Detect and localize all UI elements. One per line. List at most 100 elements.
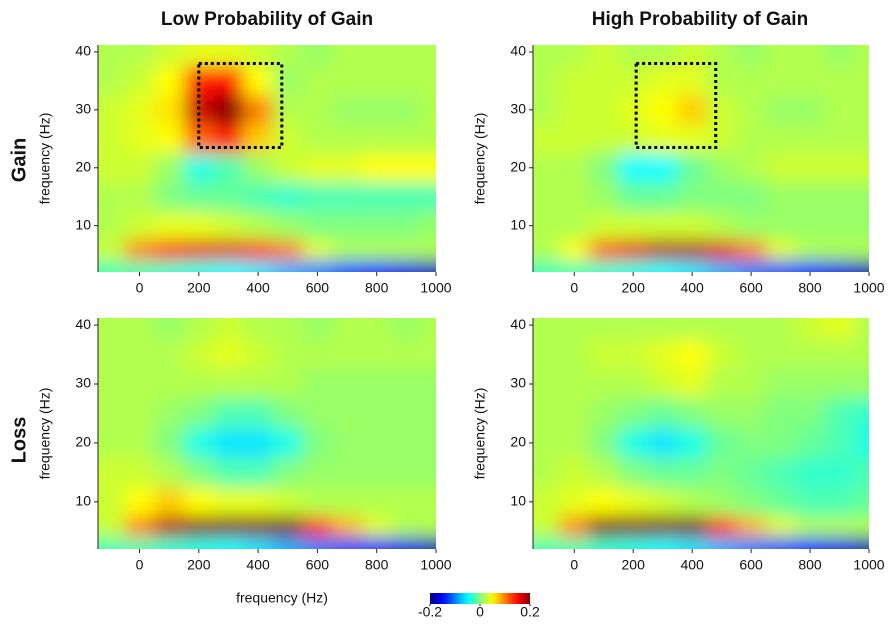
colorbar-tick-label: 0.2: [520, 604, 540, 620]
heatmap-cell: [361, 95, 393, 125]
heatmap-cell: [361, 369, 393, 400]
heatmap-cell: [559, 45, 590, 67]
heatmap-cell: [618, 182, 649, 212]
heatmap-cell: [213, 45, 244, 67]
heatmap-cell: [854, 95, 869, 125]
heatmap-cell: [677, 260, 708, 272]
heatmap-cell: [854, 66, 869, 96]
heatmap-cell: [98, 398, 126, 429]
heatmap-cell: [706, 260, 737, 272]
x-tick-label: 0: [570, 280, 578, 296]
heatmap-cell: [154, 153, 185, 183]
heatmap-cell: [154, 240, 185, 261]
heatmap-cell: [154, 516, 185, 538]
y-tick-label: 30: [510, 101, 526, 117]
heatmap-cell: [647, 66, 678, 96]
heatmap-cell: [421, 240, 436, 261]
heatmap-cell: [213, 428, 244, 459]
heatmap-cell: [154, 428, 185, 459]
heatmap-cell: [618, 339, 649, 370]
heatmap-cell: [361, 537, 393, 549]
y-tick-label: 10: [510, 216, 526, 232]
heatmap-cell: [533, 318, 561, 341]
heatmap-cell: [824, 66, 855, 96]
heatmap-cell: [213, 153, 244, 183]
heatmap-cell: [677, 369, 708, 400]
heatmap-cell: [272, 318, 304, 341]
heatmap-cell: [589, 516, 619, 538]
y-tick-label: 20: [75, 434, 91, 450]
heatmap-cell: [332, 339, 363, 370]
heatmap-cell: [154, 369, 185, 400]
heatmap-cell: [589, 428, 619, 459]
heatmap-cell: [272, 369, 304, 400]
heatmap-cell: [183, 45, 215, 67]
heatmap-cell: [706, 124, 737, 154]
heatmap-cell: [243, 369, 274, 400]
heatmap-cell: [332, 516, 363, 538]
y-tick-label: 40: [75, 43, 91, 59]
heatmap-cell: [154, 182, 185, 212]
heatmap-cell: [854, 45, 869, 67]
heatmap-cell: [533, 182, 561, 212]
heatmap-cell: [154, 211, 185, 241]
heatmap-cell: [124, 339, 155, 370]
heatmap-cell: [302, 516, 333, 538]
heatmap-cell: [677, 537, 708, 549]
heatmap-cell: [647, 339, 678, 370]
heatmap-cell: [824, 260, 855, 272]
heatmap-cell: [618, 369, 649, 400]
heatmap-cell: [795, 66, 826, 96]
heatmap-cell: [98, 457, 126, 488]
heatmap-cell: [272, 182, 304, 212]
heatmap-cell: [302, 398, 333, 429]
y-tick-label: 40: [75, 316, 91, 332]
heatmap-cell: [302, 428, 333, 459]
heatmap-cell: [824, 339, 855, 370]
heatmap-cell: [243, 428, 274, 459]
heatmap-cell: [154, 398, 185, 429]
heatmap-cell: [332, 369, 363, 400]
heatmap-cell: [98, 124, 126, 154]
heatmap-cell: [647, 487, 678, 518]
heatmap-cell: [618, 457, 649, 488]
heatmap-cell: [795, 398, 826, 429]
heatmap-cell: [98, 66, 126, 96]
heatmap-cell: [854, 182, 869, 212]
heatmap-cell: [559, 369, 590, 400]
heatmap-cell: [154, 66, 185, 96]
heatmap-cell: [361, 182, 393, 212]
heatmap-cell: [736, 260, 767, 272]
heatmap-cell: [589, 211, 619, 241]
heatmap-cell: [98, 537, 126, 549]
heatmap-cell: [765, 516, 796, 538]
heatmap-cell: [589, 339, 619, 370]
heatmap-cell: [361, 457, 393, 488]
heatmap-cell: [124, 457, 155, 488]
heatmap-cell: [824, 537, 855, 549]
row-label: Loss: [8, 417, 30, 464]
heatmap-cell: [533, 124, 561, 154]
heatmap-cell: [765, 339, 796, 370]
heatmap-cell: [706, 182, 737, 212]
heatmap-cell: [736, 95, 767, 125]
heatmap-cell: [647, 260, 678, 272]
x-tick-label: 0: [136, 557, 144, 573]
heatmap-cell: [421, 182, 436, 212]
heatmap-cell: [183, 369, 215, 400]
heatmap-cell: [183, 182, 215, 212]
y-tick-label: 30: [75, 101, 91, 117]
heatmap-cell: [706, 153, 737, 183]
heatmap-cell: [332, 182, 363, 212]
heatmap-cell: [677, 318, 708, 341]
heatmap-cell: [824, 516, 855, 538]
x-tick-label: 400: [246, 280, 270, 296]
x-tick-label: 1000: [420, 280, 451, 296]
y-axis-label: frequency (Hz): [472, 113, 488, 205]
x-tick-label: 600: [306, 557, 330, 573]
heatmap-cell: [533, 487, 561, 518]
heatmap-cell: [243, 45, 274, 67]
heatmap-cell: [765, 182, 796, 212]
heatmap-cell: [765, 95, 796, 125]
